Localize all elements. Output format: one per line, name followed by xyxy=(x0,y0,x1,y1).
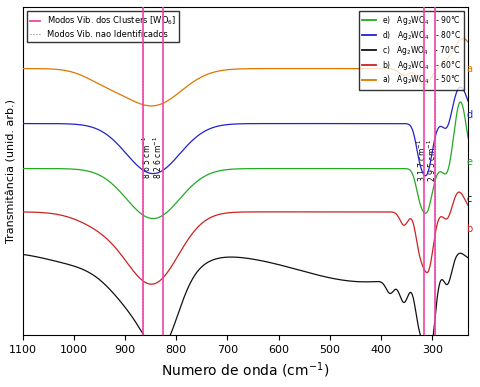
Text: 8 2 6 cm$^{-1}$: 8 2 6 cm$^{-1}$ xyxy=(152,136,164,178)
Text: 3 1 7 cm$^{-1}$: 3 1 7 cm$^{-1}$ xyxy=(416,139,428,182)
X-axis label: Numero de onda (cm$^{-1}$): Numero de onda (cm$^{-1}$) xyxy=(161,360,329,380)
Text: a: a xyxy=(467,63,472,74)
Text: d: d xyxy=(467,110,473,120)
Text: 8 6 5 cm$^{-1}$: 8 6 5 cm$^{-1}$ xyxy=(140,136,153,178)
Text: c: c xyxy=(467,194,472,204)
Y-axis label: Transmitância (unid. arb.): Transmitância (unid. arb.) xyxy=(7,99,17,243)
Text: e: e xyxy=(467,157,472,167)
Text: b: b xyxy=(467,224,473,233)
Text: 2 9 5 cm$^{-1}$: 2 9 5 cm$^{-1}$ xyxy=(426,139,438,182)
Legend: Modos Vib. dos Clusters [WO$_6$], Modos Vib. nao Identificados: Modos Vib. dos Clusters [WO$_6$], Modos … xyxy=(27,11,180,42)
